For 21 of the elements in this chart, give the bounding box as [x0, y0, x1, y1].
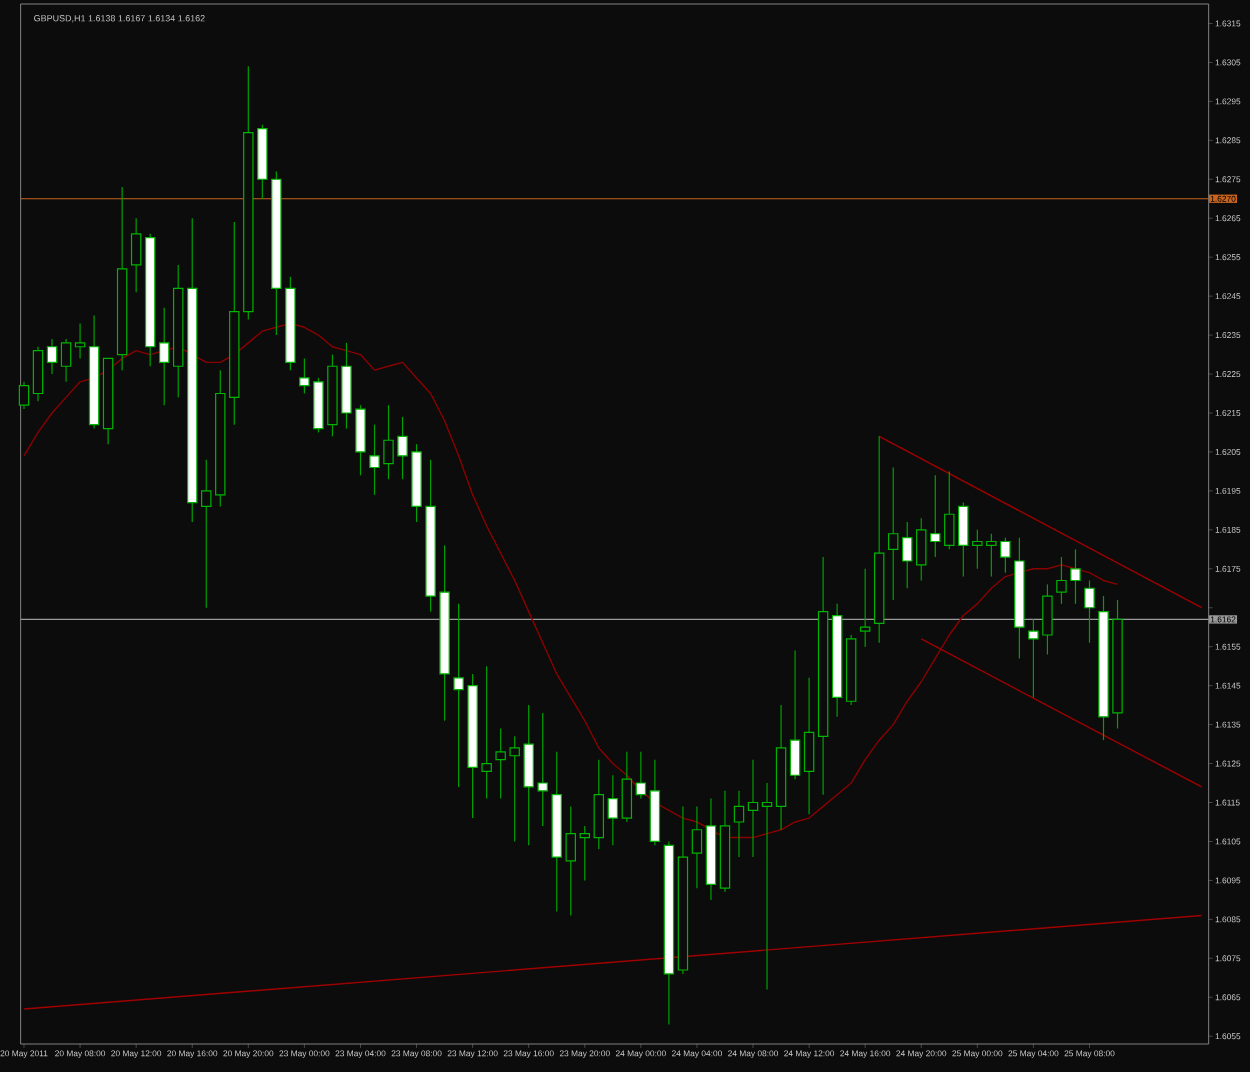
candlestick [60, 338, 72, 383]
candlestick [46, 338, 58, 375]
candlestick [158, 307, 170, 406]
candlestick [691, 805, 703, 889]
candlestick [579, 825, 591, 882]
candlestick [130, 217, 142, 293]
candlestick [593, 759, 605, 850]
candlestick [74, 322, 86, 360]
candlestick [621, 751, 633, 823]
candlestick [1084, 579, 1095, 644]
candlestick [887, 466, 899, 601]
candlestick [859, 568, 871, 648]
candlestick [803, 677, 815, 815]
candlestick [789, 649, 801, 780]
candlestick [18, 381, 30, 410]
candlestick [32, 346, 44, 402]
candlestick [747, 759, 759, 858]
candlestick [761, 782, 773, 991]
candlestick [607, 774, 619, 846]
candlestick [635, 751, 647, 800]
candlestick [733, 790, 745, 858]
